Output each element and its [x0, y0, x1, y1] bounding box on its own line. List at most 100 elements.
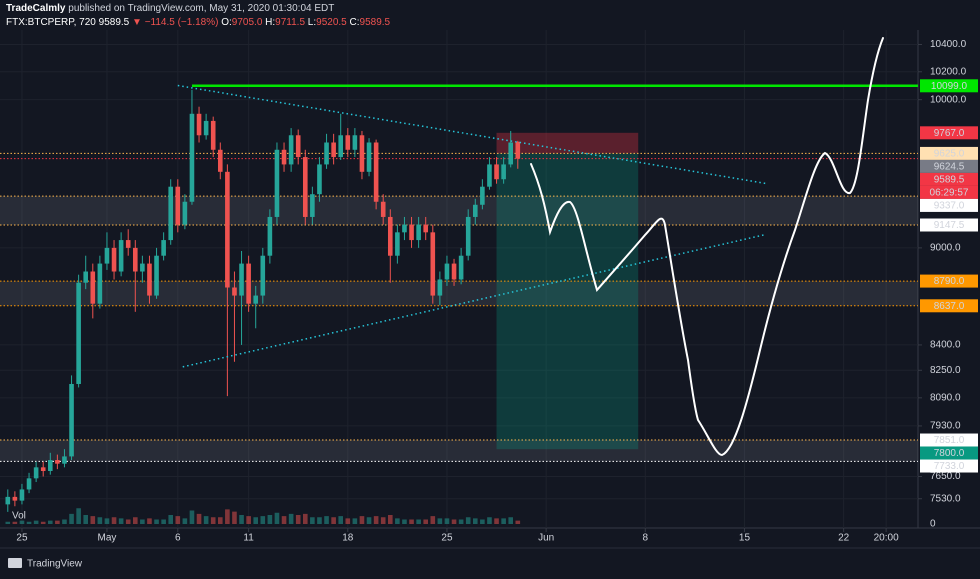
volume-bar	[458, 519, 464, 524]
volume-bar	[352, 518, 358, 524]
candle-body	[118, 240, 124, 272]
x-tick-label: 6	[175, 533, 181, 544]
volume-bar	[168, 515, 174, 524]
price-label: 9589.5	[934, 175, 965, 186]
volume-bar	[274, 512, 280, 524]
price-label-box	[920, 159, 978, 173]
volume-bar	[451, 519, 457, 524]
candle-body	[47, 460, 53, 471]
candle-body	[451, 263, 457, 280]
candle-body	[40, 467, 46, 471]
ohlc-value: 9589.5	[360, 17, 391, 28]
volume-bar	[76, 508, 81, 524]
volume-bar	[345, 518, 351, 524]
volume-tick-label: 0	[930, 519, 936, 530]
grid	[0, 30, 918, 528]
price-label-box	[920, 172, 978, 186]
candle-body	[437, 279, 443, 296]
countdown-label: 06:29:57	[930, 188, 969, 199]
volume-bar	[47, 520, 53, 524]
price-label: 9624.5	[934, 162, 965, 173]
ohlc-value: 9520.5	[316, 17, 347, 28]
candle-body	[402, 224, 407, 233]
candle-body	[168, 186, 174, 241]
candle-body	[132, 247, 138, 272]
x-tick-label: 11	[243, 533, 254, 544]
volume-bar	[423, 519, 429, 524]
x-tick-label: 20:00	[874, 533, 899, 544]
volume-bar	[324, 516, 329, 524]
candle-body	[423, 224, 429, 233]
candle-body	[83, 271, 89, 283]
brand-name: TradingView	[27, 559, 83, 570]
volume-bar	[182, 518, 188, 524]
volume-bar	[487, 517, 492, 524]
time-axis: 25 May 6 11 18 25 Jun 8 15 22 20:00	[16, 528, 899, 544]
volume-bar	[83, 515, 89, 524]
volume-bar	[62, 519, 67, 524]
price-label: 8790.0	[934, 276, 965, 287]
candle-body	[345, 135, 351, 150]
volume-bar	[125, 519, 131, 524]
candle-body	[12, 496, 18, 501]
ohlc-key: O:	[221, 17, 232, 28]
author: TradeCalmly	[6, 3, 66, 14]
trendlines	[177, 84, 766, 368]
candle-body	[409, 224, 414, 241]
candle-body	[76, 282, 81, 384]
candle-body	[246, 263, 251, 304]
brand-icon	[8, 558, 22, 568]
volume-bar	[310, 517, 315, 524]
volume-bar	[217, 517, 223, 524]
price-label: 9147.5	[934, 220, 965, 231]
price-label-box	[920, 126, 978, 140]
candles	[5, 89, 521, 512]
candle-body	[203, 120, 209, 136]
volume-bar	[196, 513, 202, 524]
ohlc-key: C:	[350, 17, 360, 28]
volume-bar	[260, 516, 266, 524]
x-tick-label: Jun	[538, 533, 554, 544]
price-label: 9767.0	[934, 128, 965, 139]
candle-body	[210, 120, 216, 150]
ohlc-key: L:	[308, 17, 316, 28]
volume-bar	[409, 519, 414, 524]
candle-body	[154, 255, 159, 296]
volume-bar	[373, 516, 379, 524]
price-label-box	[920, 198, 978, 212]
candle-body	[515, 141, 521, 159]
candle-body	[62, 456, 67, 464]
published: published on TradingView.com, May 31, 20…	[68, 3, 334, 14]
volume-bar	[147, 518, 152, 524]
candle-body	[465, 216, 471, 256]
volume-bar	[246, 516, 251, 524]
price-label: 9337.0	[934, 201, 965, 212]
price-axis: 10400.0 10200.0 10000.0 9000.0 8400.0 8250.0 8…	[918, 39, 967, 530]
volume-bar	[90, 516, 96, 524]
volume-bar	[380, 517, 386, 524]
volume-bar	[19, 520, 25, 524]
candle-body	[225, 171, 230, 288]
trendline	[182, 233, 766, 368]
y-tick-label: 10400.0	[930, 39, 967, 50]
volume-bar	[111, 517, 117, 524]
y-tick-label: 7650.0	[930, 471, 961, 482]
volume-bar	[189, 510, 195, 524]
candle-body	[182, 201, 188, 225]
x-tick-label: May	[98, 533, 117, 544]
hand-drawn-path	[530, 37, 884, 457]
candle-body	[104, 247, 110, 264]
volume-bar	[203, 516, 209, 524]
symbol: FTX:BTCPERP, 720	[6, 17, 96, 28]
candle-body	[324, 142, 329, 165]
volume-bar	[437, 518, 443, 524]
candle-body	[239, 263, 244, 296]
price-label-box	[920, 274, 978, 288]
candle-body	[55, 460, 60, 464]
ohlc-value: 9711.5	[275, 17, 305, 28]
candle-body	[359, 135, 365, 172]
target-zone	[496, 153, 639, 450]
ohlc-value: 9705.0	[232, 17, 263, 28]
